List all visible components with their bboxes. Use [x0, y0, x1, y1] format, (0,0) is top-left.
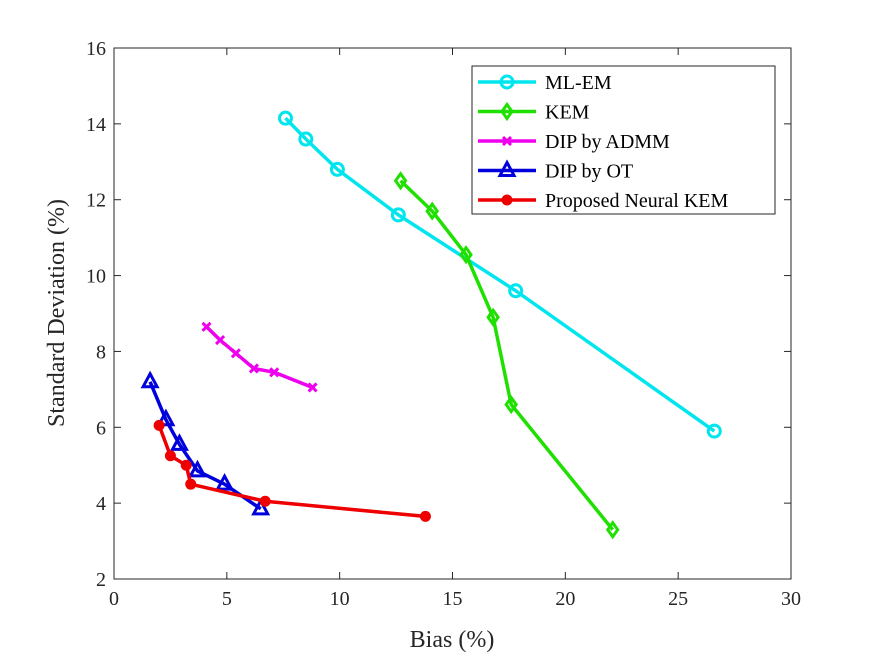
series-proposed-neural-kem — [153, 419, 431, 522]
y-axis-title: Standard Deviation (%) — [44, 199, 70, 427]
data-point — [269, 367, 280, 378]
legend-marker — [501, 135, 513, 147]
data-point — [169, 433, 189, 451]
plot-frame — [113, 47, 792, 580]
legend-label: ML-EM — [545, 72, 612, 94]
y-tick-label: 14 — [86, 114, 106, 136]
legend-label: DIP by ADMM — [545, 131, 670, 153]
data-point — [278, 110, 294, 126]
data-point — [298, 131, 314, 147]
data-point — [187, 459, 208, 478]
legend-label: DIP by OT — [545, 161, 633, 183]
data-point — [425, 201, 440, 221]
legend-marker — [500, 101, 514, 122]
data-point — [706, 423, 722, 439]
y-tick-label: 4 — [96, 493, 106, 515]
data-point — [215, 334, 226, 346]
data-point — [215, 473, 235, 491]
x-tick-label: 20 — [555, 588, 575, 610]
axis-ticks: 0 5 10 15 20 25 30 2 4 6 8 10 12 14 16 — [86, 38, 801, 610]
data-point — [156, 408, 176, 427]
series-layer — [140, 110, 722, 540]
data-point — [459, 245, 473, 265]
series-line — [399, 179, 615, 531]
y-tick-label: 2 — [96, 569, 106, 591]
x-tick-label: 0 — [109, 588, 119, 610]
data-point — [230, 348, 241, 359]
legend-marker — [501, 194, 513, 206]
data-point — [393, 171, 408, 191]
x-tick-label: 10 — [330, 588, 350, 610]
x-tick-label: 25 — [668, 588, 688, 610]
legend-marker — [497, 159, 517, 177]
y-tick-label: 8 — [96, 341, 106, 363]
data-point — [201, 321, 212, 332]
data-point — [605, 520, 620, 540]
data-point — [140, 370, 160, 389]
data-point — [504, 394, 519, 415]
data-point — [164, 450, 176, 462]
data-point — [307, 382, 318, 393]
series-kem — [393, 171, 620, 540]
legend-item: DIP by OT — [478, 159, 633, 183]
data-point — [259, 495, 271, 507]
legend-item: Proposed Neural KEM — [478, 190, 729, 212]
data-point — [185, 478, 197, 490]
data-point — [248, 363, 259, 374]
legend-marker — [499, 74, 515, 90]
y-tick-label: 6 — [96, 417, 106, 439]
series-dip-by-ot — [140, 370, 271, 516]
data-point — [251, 497, 271, 516]
x-tick-label: 15 — [443, 588, 463, 610]
data-point — [419, 510, 431, 522]
y-tick-label: 12 — [86, 190, 106, 212]
series-dip-by-admm — [201, 321, 318, 393]
data-point — [508, 283, 524, 299]
data-point — [390, 207, 406, 223]
data-point — [486, 307, 500, 327]
y-tick-label: 10 — [86, 266, 106, 288]
x-axis-title: Bias (%) — [410, 627, 495, 653]
x-tick-label: 5 — [222, 588, 232, 610]
data-point — [329, 161, 345, 177]
legend-label: KEM — [545, 102, 590, 124]
legend-label: Proposed Neural KEM — [545, 190, 729, 212]
data-point — [180, 459, 192, 471]
series-ml-em — [278, 110, 722, 439]
data-point — [153, 419, 165, 431]
y-tick-label: 16 — [86, 38, 106, 60]
x-tick-label: 30 — [781, 588, 801, 610]
legend-item: DIP by ADMM — [478, 131, 670, 153]
legend-item: KEM — [478, 102, 590, 124]
legend-item: ML-EM — [478, 72, 612, 94]
legend: ML-EM KEM DIP by ADMM DIP by OT Proposed Neu… — [471, 65, 776, 215]
